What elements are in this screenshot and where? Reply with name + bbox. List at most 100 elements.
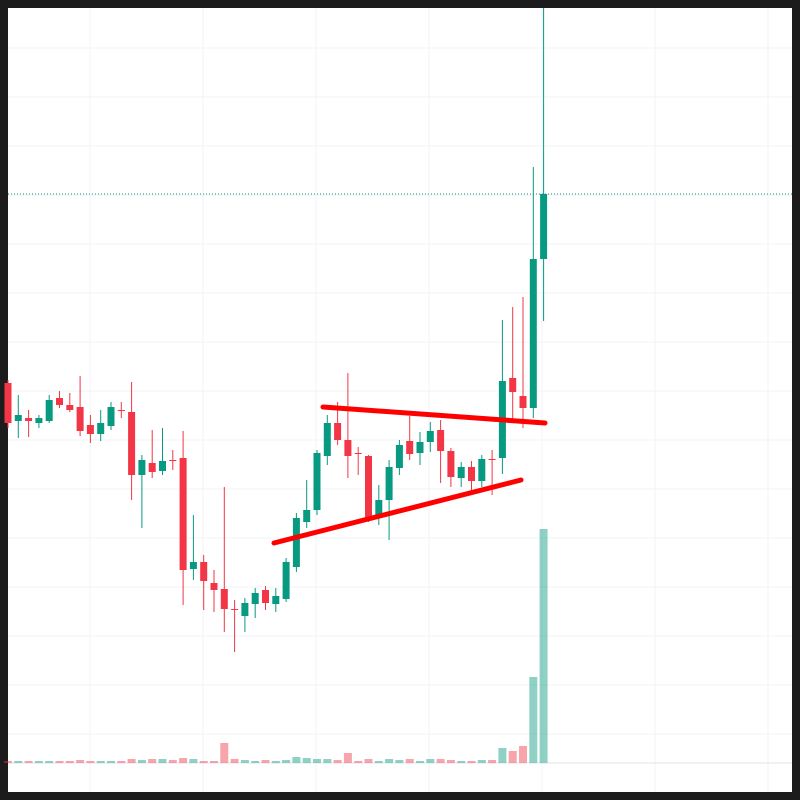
volume-bar <box>323 759 332 763</box>
candle-body <box>416 442 424 453</box>
volume-bar <box>302 758 311 763</box>
volume-bar <box>210 761 218 763</box>
candle-body <box>210 583 218 590</box>
volume-bar <box>416 761 424 763</box>
volume-bar <box>313 759 321 763</box>
volume-bar <box>261 760 270 763</box>
candle-body <box>519 396 527 408</box>
grid <box>8 8 792 792</box>
volume-bar <box>529 677 538 763</box>
volume-bar <box>333 760 342 763</box>
volume-bar <box>14 761 23 763</box>
volume-bar <box>539 529 548 763</box>
candle-body <box>478 459 486 481</box>
volume-bar <box>498 748 507 763</box>
volume-bar <box>374 761 383 763</box>
candle-body <box>35 418 43 423</box>
volume-bar <box>4 761 12 763</box>
candle-body <box>25 418 33 421</box>
volume-bar <box>158 759 167 763</box>
candle-body <box>45 400 53 421</box>
volume-bar <box>364 759 373 763</box>
volume-bar <box>117 761 126 763</box>
volume-bar <box>45 761 54 763</box>
candle-body <box>354 453 362 454</box>
volume-bar <box>107 761 115 763</box>
candle-body <box>488 459 496 460</box>
plot-area <box>8 8 792 792</box>
candle-body <box>148 463 156 472</box>
volume-bar <box>292 757 301 763</box>
candle-body <box>14 415 22 421</box>
volume-bar <box>508 751 517 763</box>
candle-body <box>251 593 259 604</box>
candle-body <box>159 461 166 471</box>
candle-body <box>375 500 383 515</box>
candle-body <box>200 562 208 581</box>
volume-bar <box>96 761 105 763</box>
volume-bar <box>34 761 43 763</box>
candle-body <box>179 458 187 570</box>
volume-bar <box>405 759 414 763</box>
candle-body <box>56 398 63 405</box>
candle-body <box>66 405 74 410</box>
volume-bar <box>230 759 239 763</box>
candle-body <box>303 510 311 522</box>
candle-body <box>272 596 280 604</box>
volume-bar <box>127 759 136 763</box>
candle-body <box>76 407 84 431</box>
candle-body <box>220 589 228 609</box>
volume-bar <box>436 759 445 763</box>
candle-body <box>107 407 115 426</box>
candle-body <box>447 451 455 477</box>
candle-body <box>406 441 414 454</box>
candle-body <box>138 460 146 475</box>
volume-bar <box>65 761 74 763</box>
volume-bar <box>395 760 404 763</box>
candle-body <box>169 460 177 461</box>
candle-body <box>4 383 12 423</box>
volume-bar <box>354 761 363 763</box>
volume-bar <box>467 761 476 763</box>
candle-body <box>457 467 465 478</box>
trendline-upper <box>320 404 548 426</box>
volume-bar <box>148 759 157 763</box>
volume-bar <box>76 760 85 763</box>
volume-bar <box>282 760 291 763</box>
volume-bar <box>488 760 497 763</box>
candle-body <box>540 194 548 259</box>
candle-body <box>241 603 249 616</box>
candle-body <box>509 378 517 392</box>
candle-body <box>365 456 372 517</box>
volume-bar <box>477 760 486 763</box>
volume-bar <box>55 761 64 763</box>
candle-body <box>189 562 197 569</box>
candle-body <box>292 518 300 567</box>
trendline-lower <box>271 477 524 546</box>
volume-bar <box>446 760 455 763</box>
volume-bar <box>179 758 188 763</box>
volume-bar <box>240 760 249 763</box>
candle-body <box>86 425 94 434</box>
candle-body <box>334 423 342 440</box>
volume-bar <box>457 761 466 763</box>
candle-body <box>344 440 352 456</box>
candle-body <box>117 410 125 411</box>
volume-pane <box>4 529 548 763</box>
volume-bar <box>86 761 95 763</box>
candle-body <box>385 467 393 500</box>
volume-bar <box>199 761 208 763</box>
volume-bar <box>189 759 198 763</box>
candle-body <box>97 423 105 434</box>
candle-body <box>323 423 331 456</box>
candle-body <box>437 430 445 451</box>
candle-body <box>426 431 434 442</box>
candle-body <box>262 590 269 603</box>
candle-body <box>468 467 475 481</box>
volume-bar <box>220 743 229 763</box>
volume-bar <box>385 759 394 763</box>
volume-bar <box>168 760 177 763</box>
candle-body <box>231 609 239 610</box>
